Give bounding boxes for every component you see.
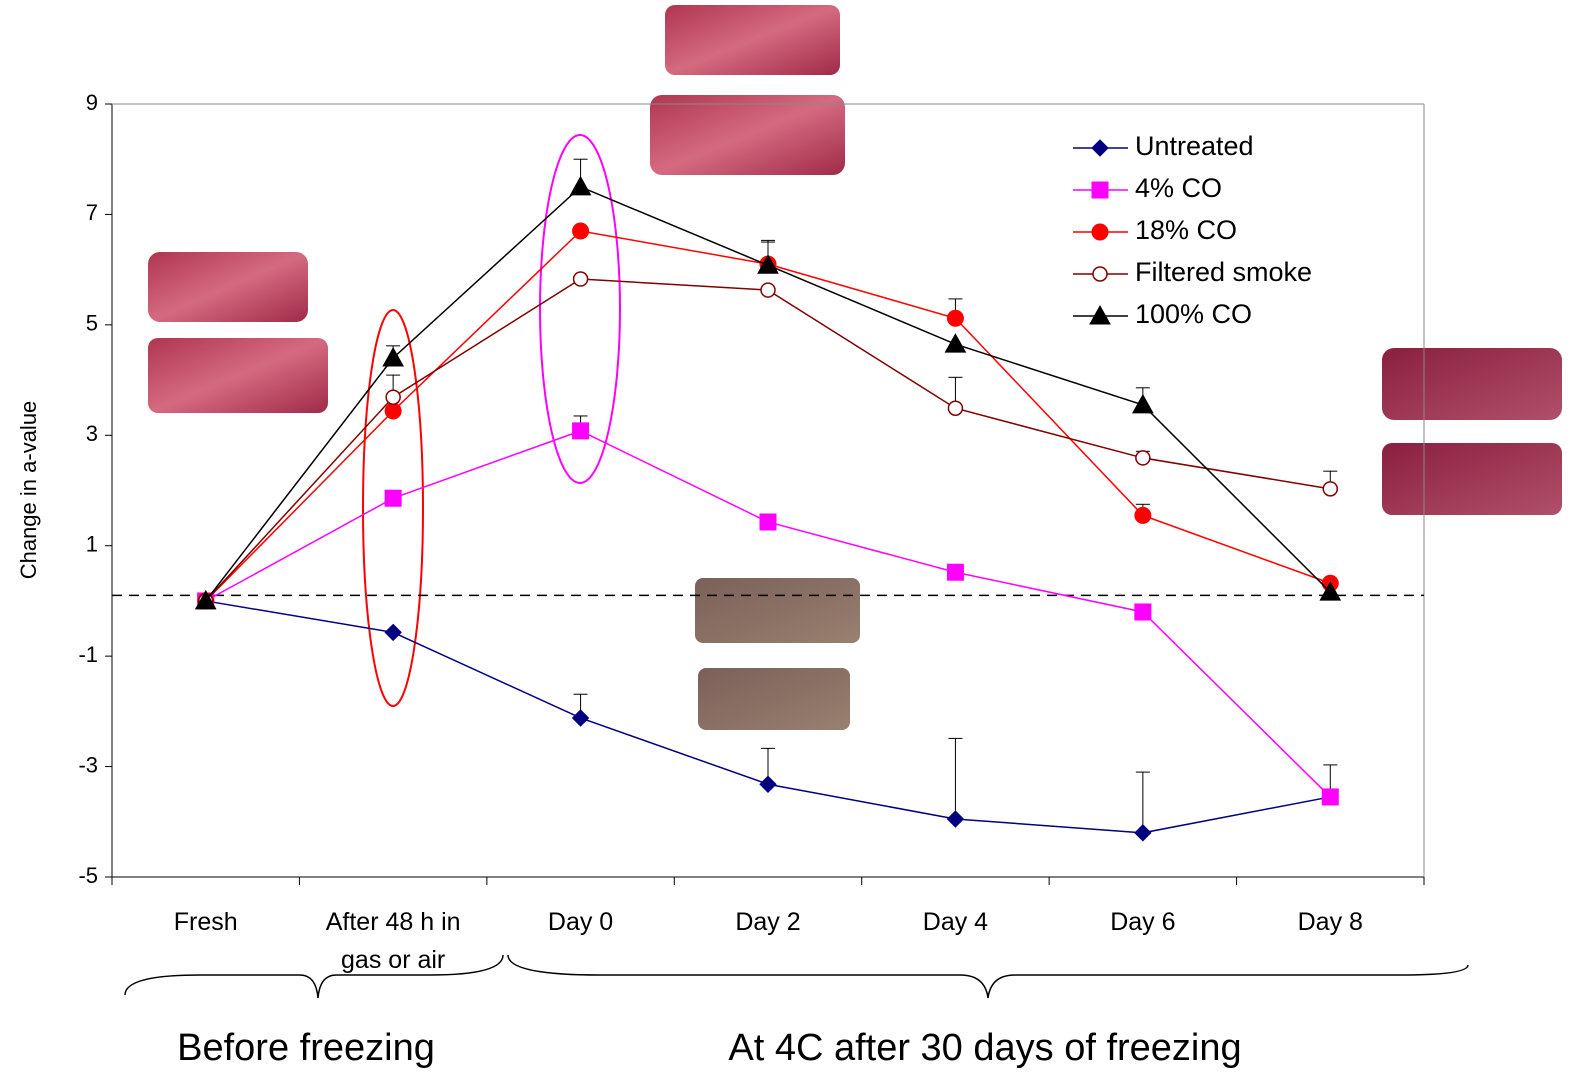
y-tick-label: -1 xyxy=(78,642,98,667)
series xyxy=(194,158,1342,610)
group-label: At 4C after 30 days of freezing xyxy=(728,1027,1241,1069)
y-tick-label: -5 xyxy=(78,863,98,888)
point xyxy=(1321,788,1339,806)
point xyxy=(759,775,777,793)
point xyxy=(572,422,590,440)
group-label: Before freezing xyxy=(177,1027,435,1069)
y-tick-label: 5 xyxy=(86,311,98,336)
point xyxy=(946,563,964,581)
x-tick-label: Fresh xyxy=(173,908,238,936)
y-axis-label: Change in a-value xyxy=(16,401,41,580)
legend-label: Untreated xyxy=(1135,131,1254,161)
x-tick-label: Day 4 xyxy=(922,908,989,936)
y-tick-label: -3 xyxy=(78,752,98,777)
bracket xyxy=(507,954,1469,999)
point xyxy=(947,400,964,416)
x-tick-label: Day 0 xyxy=(547,908,614,936)
point xyxy=(382,346,404,367)
point xyxy=(757,254,779,274)
point xyxy=(384,623,402,642)
point xyxy=(1091,139,1109,157)
point xyxy=(572,222,590,240)
point xyxy=(944,333,967,353)
point xyxy=(1134,506,1152,524)
highlight xyxy=(539,134,621,484)
series xyxy=(197,271,1339,609)
point xyxy=(571,709,590,727)
point xyxy=(1319,581,1342,601)
x-tick-label: After 48 h in gas or air xyxy=(325,908,461,974)
bracket xyxy=(124,954,504,999)
y-tick-label: 1 xyxy=(86,532,98,557)
point xyxy=(759,513,777,531)
decor-images xyxy=(148,5,1562,730)
point xyxy=(194,589,217,610)
legend-label: 100% CO xyxy=(1135,299,1252,329)
point xyxy=(760,282,776,298)
point xyxy=(1134,603,1152,621)
x-tick-label: Day 6 xyxy=(1110,908,1176,936)
point xyxy=(1089,304,1111,325)
point xyxy=(1134,824,1152,842)
legend-label: 4% CO xyxy=(1135,173,1222,203)
point xyxy=(1132,393,1154,414)
point xyxy=(569,175,592,196)
point xyxy=(946,810,965,828)
x-tick-label: Day 2 xyxy=(735,908,801,936)
point xyxy=(384,489,402,507)
point xyxy=(1322,481,1339,497)
point xyxy=(572,271,589,287)
point xyxy=(1135,450,1151,466)
x-tick-label: Day 8 xyxy=(1297,908,1363,936)
y-tick-label: 9 xyxy=(86,90,98,115)
y-tick-label: 7 xyxy=(86,200,98,225)
point xyxy=(384,402,402,420)
point xyxy=(1091,181,1109,199)
point xyxy=(946,309,964,327)
point xyxy=(385,389,401,405)
legend-label: Filtered smoke xyxy=(1135,257,1312,287)
point xyxy=(1092,266,1108,282)
legend-label: 18% CO xyxy=(1135,215,1237,245)
highlight xyxy=(362,309,424,707)
y-tick-label: 3 xyxy=(86,421,98,446)
point xyxy=(1091,223,1109,241)
